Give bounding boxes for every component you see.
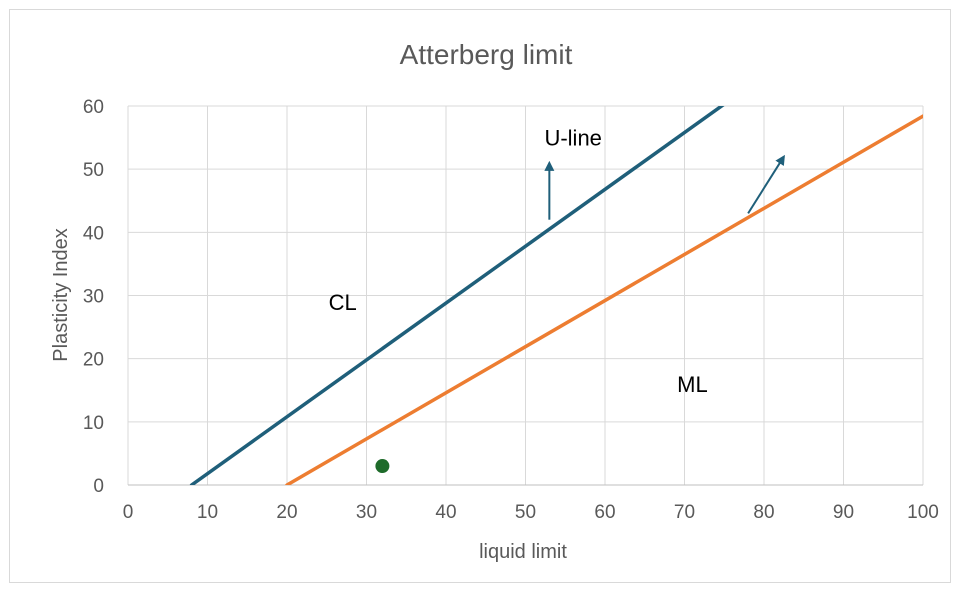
series-line-2 [285,114,923,485]
x-tick-label: 60 [594,502,615,523]
y-tick-label: 10 [83,413,104,434]
tick-layer: 0 10 20 30 40 50 60 70 80 90 100 0 10 20 30 40 50 60 [83,97,939,523]
x-tick-label: 80 [753,502,774,523]
annotation-arrow-2 [747,154,785,214]
chart-title: Atterberg limit [400,39,573,70]
x-tick-label: 20 [276,502,297,523]
series-line-1 [189,106,725,485]
x-tick-label: 50 [515,502,536,523]
x-tick-label: 0 [123,502,134,523]
data-point [375,459,390,474]
x-axis-title: liquid limit [479,541,567,563]
y-tick-label: 0 [93,476,104,497]
x-tick-label: 70 [674,502,695,523]
y-tick-label: 60 [83,97,104,118]
grid [127,105,924,486]
x-tick-label: 10 [197,502,218,523]
annotation-layer: U-line CL ML [329,126,708,397]
x-tick-label: 90 [833,502,854,523]
y-axis-title: Plasticity Index [50,228,72,361]
x-tick-label: 100 [907,502,939,523]
y-tick-label: 50 [83,160,104,181]
annotation-label: CL [329,290,357,315]
point-layer [375,459,390,474]
x-tick-label: 40 [435,502,456,523]
annotation-label: ML [677,372,708,397]
annotation-label: U-line [544,126,601,151]
y-tick-label: 20 [83,350,104,371]
x-tick-label: 30 [356,502,377,523]
y-tick-label: 40 [83,223,104,244]
series-layer [189,106,923,485]
y-tick-label: 30 [83,287,104,308]
arrow-layer [544,154,785,220]
